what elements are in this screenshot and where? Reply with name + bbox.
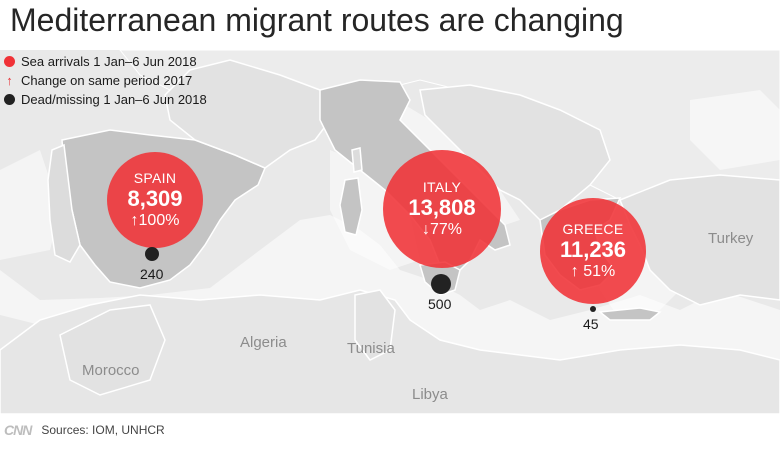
change-percent: ↑ 51% [570, 262, 616, 280]
map-label-morocco: Morocco [82, 362, 140, 379]
italy-arrivals-bubble: ITALY 13,808 ↓77% [383, 150, 501, 268]
crete-shape [598, 307, 662, 321]
sources-text: Sources: IOM, UNHCR [41, 423, 165, 437]
sardinia-shape [339, 177, 363, 236]
country-name: GREECE [562, 221, 624, 238]
arrivals-count: 13,808 [408, 195, 476, 221]
spain-arrivals-bubble: SPAIN 8,309 ↑100% [107, 152, 203, 248]
change-percent: ↓77% [421, 220, 463, 238]
legend-change: ↑ Change on same period 2017 [4, 71, 207, 90]
cnn-logo: CNN [4, 422, 32, 438]
greece-arrivals-bubble: GREECE 11,236 ↑ 51% [540, 198, 646, 304]
spain-dead-marker [145, 247, 159, 261]
arrow-up-icon: ↑ [6, 73, 13, 88]
country-name: ITALY [422, 179, 462, 196]
italy-dead-label: 500 [428, 296, 452, 312]
legend-sea-arrivals: Sea arrivals 1 Jan–6 Jun 2018 [4, 52, 207, 71]
italy-dead-marker [431, 274, 451, 294]
black-sea [690, 90, 780, 170]
greece-dead-marker [590, 306, 596, 312]
arrivals-count: 11,236 [559, 237, 627, 263]
sea-area [0, 215, 780, 380]
portugal-shape [47, 143, 81, 263]
legend: Sea arrivals 1 Jan–6 Jun 2018 ↑ Change o… [4, 52, 207, 109]
corsica-shape [351, 147, 363, 173]
country-name: SPAIN [133, 170, 177, 187]
north-africa-shape [0, 289, 780, 414]
west-sea [0, 150, 60, 260]
map-label-tunisia: Tunisia [347, 340, 395, 357]
red-dot-icon [4, 56, 15, 67]
map-background [0, 50, 780, 414]
page-title: Mediterranean migrant routes are changin… [10, 2, 624, 38]
map: Algeria Tunisia Morocco Libya Turkey SPA… [0, 50, 780, 414]
greece-dead-label: 45 [583, 316, 599, 332]
map-label-turkey: Turkey [708, 230, 754, 247]
legend-dead-missing-label: Dead/missing 1 Jan–6 Jun 2018 [21, 92, 207, 107]
arrivals-count: 8,309 [127, 186, 183, 212]
black-dot-icon [4, 94, 15, 105]
footer: CNN Sources: IOM, UNHCR [4, 422, 165, 438]
tunisia-shape [354, 289, 396, 361]
morocco-shape [59, 304, 166, 396]
spain-dead-label: 240 [140, 266, 164, 282]
legend-dead-missing: Dead/missing 1 Jan–6 Jun 2018 [4, 90, 207, 109]
legend-change-label: Change on same period 2017 [21, 73, 193, 88]
map-label-libya: Libya [412, 386, 448, 403]
change-percent: ↑100% [130, 211, 180, 229]
map-label-algeria: Algeria [240, 334, 287, 351]
legend-sea-arrivals-label: Sea arrivals 1 Jan–6 Jun 2018 [21, 54, 197, 69]
france-shape [164, 59, 331, 169]
